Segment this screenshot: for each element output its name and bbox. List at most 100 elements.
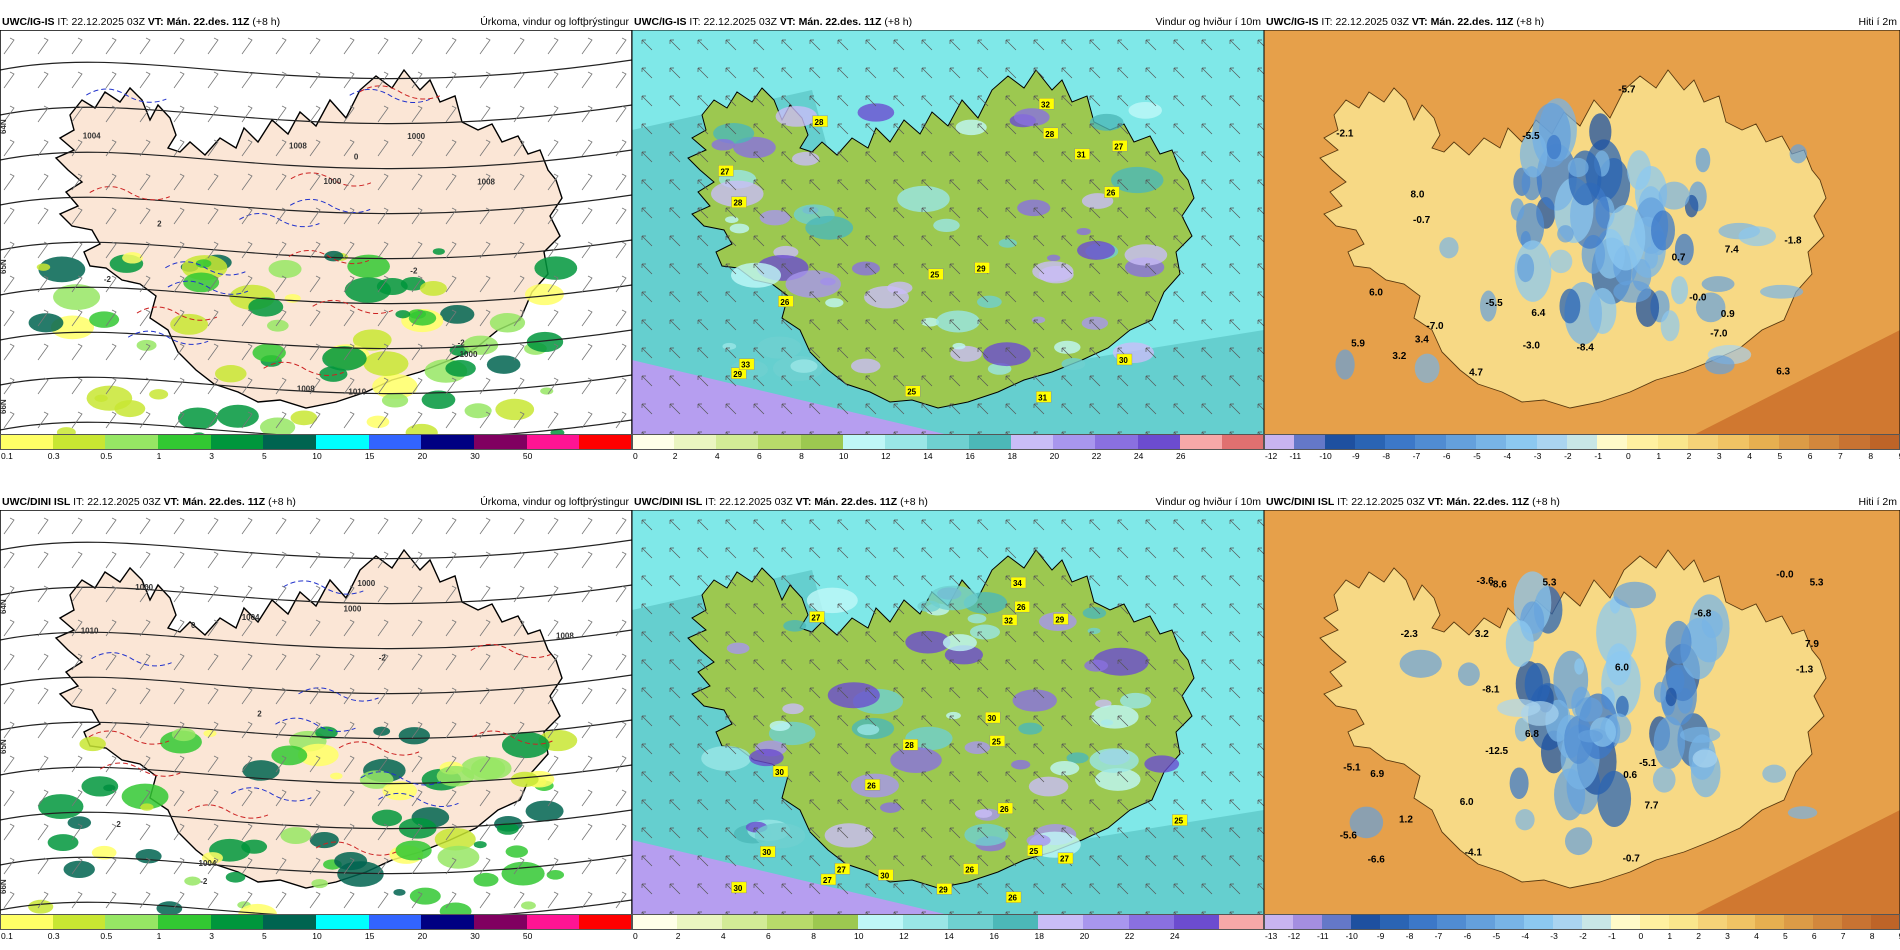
wind-arrow (1257, 375, 1264, 383)
colorbar-tick-label: -11 (1316, 931, 1329, 941)
wind-cell (933, 218, 960, 233)
wind-barb (411, 721, 423, 739)
colorbar-tick-label: -3 (1533, 451, 1542, 461)
wind-arrow (1173, 771, 1185, 783)
wind-barb (207, 585, 219, 603)
wind-barb (71, 343, 83, 361)
temp-cold-cell (1457, 662, 1480, 687)
colorbar-tick-label: -12 (1287, 931, 1301, 941)
wind-barb (479, 755, 491, 773)
wind-cell (964, 741, 991, 754)
wind-barb (105, 721, 117, 739)
wind-cell (729, 223, 750, 234)
wind-arrow (1005, 347, 1017, 359)
wind-barb (445, 721, 457, 739)
wind-arrow (1033, 207, 1045, 219)
wind-arrow (921, 827, 933, 839)
wind-arrow (837, 235, 849, 247)
contour-label: 0 (191, 621, 196, 630)
colorbar-tick-label: -5 (1492, 931, 1501, 941)
wind-arrow (669, 319, 681, 331)
wind-barb (411, 755, 423, 773)
wind-barb (513, 857, 525, 875)
wind-barb (37, 343, 49, 361)
wind-arrow (921, 67, 933, 79)
wind-barb (241, 241, 253, 259)
temp-label: 6.0 (1615, 662, 1629, 673)
colorbar-tick-label: 7 (1838, 451, 1843, 461)
colorbar-tick-label: 16 (965, 451, 975, 461)
gust-label-box (905, 385, 921, 397)
wind-barb (615, 653, 627, 671)
wind-arrow (697, 263, 709, 275)
temp-label: -5.1 (1639, 758, 1657, 769)
wind-barb (71, 551, 83, 569)
wind-arrow (1173, 95, 1185, 107)
temp-cold-cell (1564, 715, 1594, 764)
wind-arrow (641, 631, 653, 643)
wind-arrow (809, 67, 821, 79)
wind-arrow (1033, 403, 1045, 415)
wind-barb (581, 755, 593, 773)
wind-barb (71, 857, 83, 875)
wind-arrow (1257, 547, 1264, 555)
wind-arrow (1201, 95, 1213, 107)
wind-cell (897, 185, 950, 213)
wind-arrow (1201, 347, 1213, 359)
wind-barb (37, 687, 49, 705)
isobar (0, 539, 632, 560)
lat-label: 66N (0, 879, 8, 894)
wind-cell (955, 119, 987, 136)
isotherm (263, 361, 344, 376)
temp-label: -5.6 (1340, 831, 1358, 842)
wind-cell (950, 345, 982, 362)
wind-arrow (893, 799, 905, 811)
colorbar-tick-label: 3 (1716, 451, 1722, 461)
wind-barb (309, 585, 321, 603)
wind-arrow (1005, 207, 1017, 219)
wind-barb (3, 755, 15, 773)
wind-barb (3, 71, 15, 89)
wind-barb (105, 207, 117, 225)
wind-arrow (1229, 123, 1241, 135)
wind-arrow (641, 291, 653, 303)
iceland-landmass (687, 549, 1195, 889)
colorbar-swatch (526, 914, 580, 929)
wind-arrow (697, 883, 709, 895)
wind-arrow (1089, 631, 1101, 643)
wind-arrow (977, 375, 989, 387)
wind-arrow (1201, 771, 1213, 783)
wind-arrow (697, 375, 709, 387)
wind-arrow (893, 631, 905, 643)
precip-cell (473, 841, 487, 849)
wind-cell (759, 209, 791, 226)
model-name: UWC/IG-IS (1266, 16, 1319, 28)
gust-label-box (1043, 127, 1059, 140)
colorbar-tick-label: 22 (1091, 451, 1102, 461)
wind-barb (309, 377, 321, 395)
wind-barb (377, 857, 389, 875)
precip-cell (546, 870, 565, 880)
wind-arrow (1033, 659, 1045, 671)
wind-barb (377, 275, 389, 293)
wind-arrow (1173, 319, 1185, 331)
wind-barb (411, 551, 423, 569)
gust-label: 27 (837, 865, 846, 874)
wind-barb (377, 653, 389, 671)
precip-map: 64N65N66N1000100010041008100810081010100… (0, 30, 632, 450)
temp-cold-cell (1335, 349, 1355, 380)
wind-barb (207, 71, 219, 89)
wind-arrow (753, 123, 765, 135)
wind-barb (309, 721, 321, 739)
temp-cold-cell (1505, 620, 1534, 667)
wind-arrow (837, 771, 849, 783)
wind-arrow (753, 827, 765, 839)
contour-label: 2 (257, 709, 262, 718)
wind-arrow (893, 883, 905, 895)
precip-cell (140, 803, 154, 811)
wind-arrow (725, 575, 737, 587)
gust-label: 27 (823, 876, 832, 885)
precip-cell (434, 827, 476, 851)
wind-arrow (921, 319, 933, 331)
wind-barb (105, 71, 117, 89)
